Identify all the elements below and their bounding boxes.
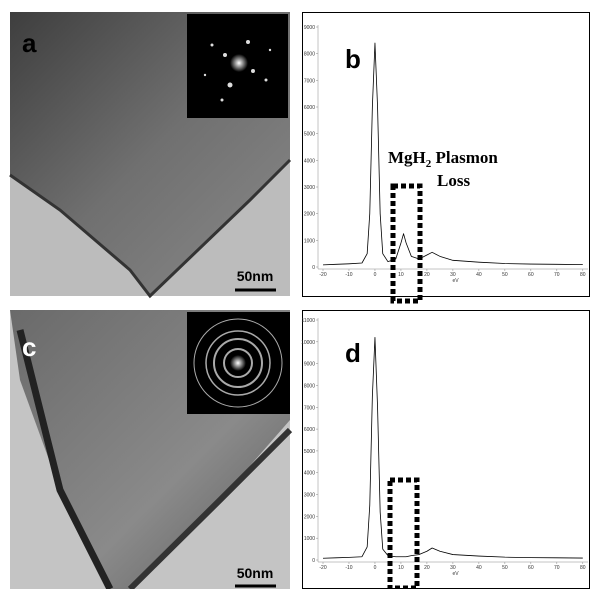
x-tick-label: 80 bbox=[580, 565, 586, 571]
x-tick-label: 40 bbox=[476, 565, 482, 571]
x-tick-label: 10 bbox=[398, 272, 404, 278]
y-tick-label: 6000 bbox=[304, 105, 315, 111]
annotation: Loss bbox=[437, 171, 470, 190]
x-tick-label: 70 bbox=[554, 565, 560, 571]
y-tick-label: 0 bbox=[312, 558, 315, 564]
y-tick-label: 11000 bbox=[301, 318, 315, 324]
y-tick-label: 10000 bbox=[301, 340, 315, 346]
y-tick-label: 5000 bbox=[304, 449, 315, 455]
y-tick-label: 1000 bbox=[304, 238, 315, 244]
figure: a 50nm c 50nm 01000200030004000500060007… bbox=[0, 0, 590, 589]
y-tick-label: 3000 bbox=[304, 493, 315, 499]
annotation-text: MgH bbox=[388, 148, 426, 167]
y-tick-label: 8000 bbox=[304, 383, 315, 389]
y-tick-label: 4000 bbox=[304, 158, 315, 164]
x-tick-label: 50 bbox=[502, 272, 508, 278]
panel-label: d bbox=[345, 338, 361, 368]
y-tick-label: 4000 bbox=[304, 471, 315, 477]
panel-label: c bbox=[22, 332, 36, 362]
panel-label: b bbox=[345, 44, 361, 74]
x-tick-label: 40 bbox=[476, 272, 482, 278]
x-tick-label: 20 bbox=[424, 565, 430, 571]
scale-bar-label: 50nm bbox=[237, 565, 274, 581]
x-tick-label: -20 bbox=[319, 272, 326, 278]
x-tick-label: 80 bbox=[580, 272, 586, 278]
y-tick-label: 5000 bbox=[304, 132, 315, 138]
y-tick-label: 0 bbox=[312, 265, 315, 271]
tem-image-a bbox=[10, 12, 290, 296]
x-tick-label: 0 bbox=[374, 272, 377, 278]
y-tick-label: 9000 bbox=[304, 25, 315, 31]
y-tick-label: 7000 bbox=[304, 405, 315, 411]
x-tick-label: 0 bbox=[374, 565, 377, 571]
x-tick-label: 70 bbox=[554, 272, 560, 278]
tem-image-c bbox=[10, 310, 290, 589]
y-tick-label: 3000 bbox=[304, 185, 315, 191]
annotation: MgH2 Plasmon bbox=[388, 148, 498, 170]
y-tick-label: 8000 bbox=[304, 52, 315, 58]
y-tick-label: 2000 bbox=[304, 212, 315, 218]
x-tick-label: 10 bbox=[398, 565, 404, 571]
x-tick-label: -10 bbox=[345, 272, 352, 278]
y-tick-label: 2000 bbox=[304, 514, 315, 520]
annotation-text: Plasmon bbox=[431, 148, 498, 167]
x-tick-label: 60 bbox=[528, 565, 534, 571]
scale-bar-label: 50nm bbox=[237, 268, 274, 284]
x-axis-label: eV bbox=[452, 278, 459, 284]
y-tick-label: 1000 bbox=[304, 536, 315, 542]
x-tick-label: 20 bbox=[424, 272, 430, 278]
x-axis-label: eV bbox=[452, 571, 459, 577]
y-tick-label: 9000 bbox=[304, 362, 315, 368]
x-tick-label: 50 bbox=[502, 565, 508, 571]
x-tick-label: -10 bbox=[345, 565, 352, 571]
y-tick-label: 7000 bbox=[304, 78, 315, 84]
x-tick-label: -20 bbox=[319, 565, 326, 571]
x-tick-label: 60 bbox=[528, 272, 534, 278]
panel-label: a bbox=[22, 28, 37, 58]
y-tick-label: 6000 bbox=[304, 427, 315, 433]
